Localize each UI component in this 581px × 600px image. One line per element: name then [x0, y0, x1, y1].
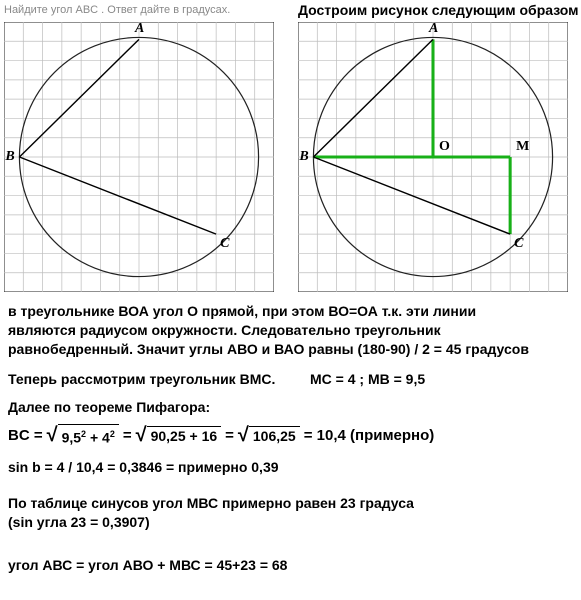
eq-2: =: [225, 427, 234, 444]
sqrt-3: √ 106,25: [238, 425, 300, 445]
label-C-left: C: [220, 236, 229, 252]
sqrt-symbol-icon: √: [47, 425, 58, 445]
label-B-left: B: [5, 149, 14, 165]
formula-tail: = 10,4 (примерно): [304, 427, 435, 444]
formula-bc: BC = √ 9,52 + 42 = √ 90,25 + 16 = √ 106,…: [8, 424, 434, 447]
sqrt-1-body: 9,52 + 42: [58, 424, 119, 447]
eq-1: =: [123, 427, 132, 444]
sqrt-3-body: 106,25: [249, 426, 300, 445]
paragraph-2b: МС = 4 ; МВ = 9,5: [310, 370, 425, 389]
problem-statement: Найдите угол ABC . Ответ дайте в градуса…: [4, 4, 230, 16]
sqrt-2: √ 90,25 + 16: [136, 425, 222, 445]
label-A-left: A: [135, 21, 144, 37]
label-C-right: C: [514, 236, 523, 252]
paragraph-2a: Теперь рассмотрим треугольник ВМС.: [8, 370, 275, 389]
sqrt-1: √ 9,52 + 42: [47, 424, 119, 447]
sqrt-2-body: 90,25 + 16: [147, 426, 222, 445]
paragraph-5: По таблице синусов угол МВС примерно рав…: [8, 494, 414, 532]
sqrt-symbol-icon: √: [136, 425, 147, 445]
label-M-right: М: [516, 139, 529, 155]
label-O-right: О: [439, 139, 450, 155]
label-A-right: A: [429, 21, 438, 37]
paragraph-6: угол АВС = угол АВО + МВС = 45+23 = 68: [8, 556, 287, 575]
diagram-right: [298, 22, 568, 292]
construction-heading: Достроим рисунок следующим образом: [298, 2, 579, 18]
diagram-left: [4, 22, 274, 292]
sqrt-symbol-icon: √: [238, 425, 249, 445]
paragraph-3: Далее по теореме Пифагора:: [8, 398, 210, 417]
paragraph-1: в треугольнике ВОА угол О прямой, при эт…: [8, 302, 529, 359]
paragraph-4: sin b = 4 / 10,4 = 0,3846 = примерно 0,3…: [8, 458, 279, 477]
label-B-right: B: [299, 149, 308, 165]
bc-label: BC =: [8, 427, 43, 444]
